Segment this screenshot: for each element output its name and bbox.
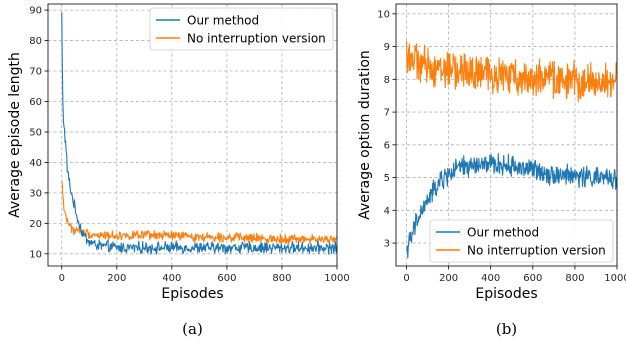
legend: Our method No interruption version <box>149 7 334 51</box>
y-axis-label: Average option duration <box>357 50 373 220</box>
x-tick-label: 1000 <box>604 273 626 284</box>
x-tick-label: 600 <box>217 273 236 284</box>
y-tick-label: 20 <box>29 219 42 230</box>
x-axis-label: Episodes <box>161 286 223 302</box>
x-tick-label: 200 <box>107 273 126 284</box>
y-tick-label: 8 <box>384 75 390 86</box>
y-tick-label: 6 <box>384 140 390 151</box>
y-tick-label: 7 <box>384 108 390 119</box>
y-tick-label: 3 <box>384 239 390 250</box>
chart-panel-b: 0 200 400 600 800 1000 3 4 5 6 7 8 9 10 Episodes Averag… <box>357 3 626 338</box>
y-tick-label: 4 <box>384 206 390 217</box>
y-tick-label: 5 <box>384 173 390 184</box>
x-tick-label: 1000 <box>324 273 349 284</box>
legend-box <box>429 219 614 263</box>
y-tick-label: 90 <box>29 6 42 17</box>
y-tick-label: 50 <box>29 127 42 138</box>
plot-frame <box>395 3 618 267</box>
legend-box <box>149 7 334 51</box>
y-tick-label: 60 <box>29 97 42 108</box>
x-axis-label: Episodes <box>475 286 537 302</box>
y-axis-label: Average episode length <box>7 52 23 218</box>
y-tick-label: 10 <box>29 249 42 260</box>
series-group <box>61 12 337 255</box>
x-tick-label: 400 <box>481 273 500 284</box>
y-tick-label: 40 <box>29 158 42 169</box>
x-tick-label: 800 <box>272 273 291 284</box>
series-line-our-method <box>61 12 337 255</box>
y-tick-label: 30 <box>29 188 42 199</box>
panel-caption: (a) <box>182 320 203 338</box>
series-line-our-method <box>406 153 617 259</box>
legend-label: No interruption version <box>467 244 606 258</box>
x-tick-label: 600 <box>523 273 542 284</box>
x-tick-label: 200 <box>439 273 458 284</box>
panel-caption: (b) <box>496 320 517 338</box>
y-tick-label: 10 <box>377 9 390 20</box>
legend-label: Our method <box>467 226 539 240</box>
legend-label: Our method <box>187 14 259 28</box>
legend: Our method No interruption version <box>429 219 614 263</box>
plot-frame <box>47 3 338 267</box>
x-tick-label: 0 <box>403 273 409 284</box>
legend-label: No interruption version <box>187 32 326 46</box>
series-group <box>405 40 617 259</box>
x-tick-label: 0 <box>59 273 65 284</box>
x-tick-label: 800 <box>565 273 584 284</box>
x-tick-label: 400 <box>162 273 181 284</box>
y-tick-label: 80 <box>29 36 42 47</box>
chart-panel-a: 0 200 400 600 800 1000 10 20 30 40 50 60 70 80 90 Episo… <box>7 3 350 338</box>
y-tick-label: 9 <box>384 42 390 53</box>
series-line-no-interruption-version <box>61 180 337 245</box>
y-tick-label: 70 <box>29 67 42 78</box>
series-line-no-interruption-version <box>405 40 617 103</box>
